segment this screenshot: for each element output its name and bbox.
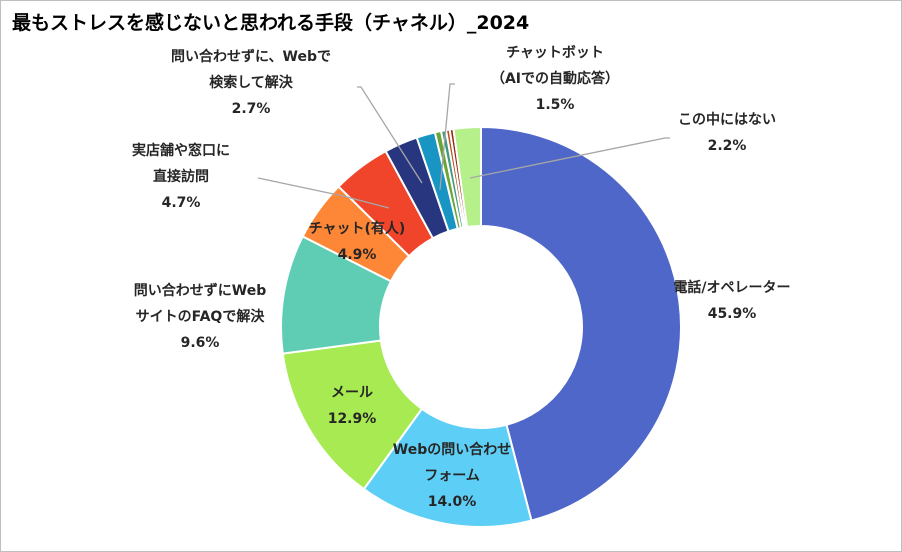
slice-category-label: 検索して解決 (209, 74, 294, 91)
leader-lines (257, 83, 670, 209)
slice-value-label: 9.6% (181, 335, 220, 351)
slice-category-label: この中にはない (678, 111, 776, 128)
slice-category-label: サイトのFAQで解決 (136, 308, 266, 325)
slice-value-label: 2.7% (232, 101, 271, 117)
slice-value-label: 4.7% (162, 195, 201, 211)
donut-slice (480, 125, 682, 522)
slice-value-label: 12.9% (328, 411, 377, 427)
slice-value-label: 14.0% (428, 494, 477, 510)
slice-category-label: （AIでの自動応答） (491, 70, 619, 87)
leader-line (469, 137, 670, 179)
slice-category-label: 問い合わせずに、Webで (171, 48, 331, 65)
slice-value-label: 4.9% (338, 247, 377, 263)
slice-value-label: 2.2% (708, 138, 747, 154)
slice-category-label: メール (331, 385, 373, 401)
chart-title: 最もストレスを感じないと思われる手段（チャネル）_2024 (12, 12, 530, 34)
slice-category-label: Webの問い合わせ (393, 441, 511, 458)
slice-category-label: フォーム (424, 468, 480, 484)
donut-slice (452, 125, 482, 229)
leader-line (439, 83, 455, 191)
leader-line (257, 177, 390, 209)
slice-value-label: 1.5% (536, 97, 575, 113)
slice-category-label: 電話/オペレーター (673, 279, 790, 296)
leader-line (357, 86, 423, 184)
slice-category-label: チャットボット (506, 45, 604, 61)
donut-slices (280, 125, 682, 528)
slice-category-label: 問い合わせずにWeb (134, 282, 266, 299)
slice-value-label: 45.9% (708, 306, 757, 322)
slice-category-label: 直接訪問 (153, 168, 209, 185)
slice-category-label: 実店舗や窓口に (132, 142, 230, 159)
slice-category-label: チャット(有人) (309, 220, 406, 237)
